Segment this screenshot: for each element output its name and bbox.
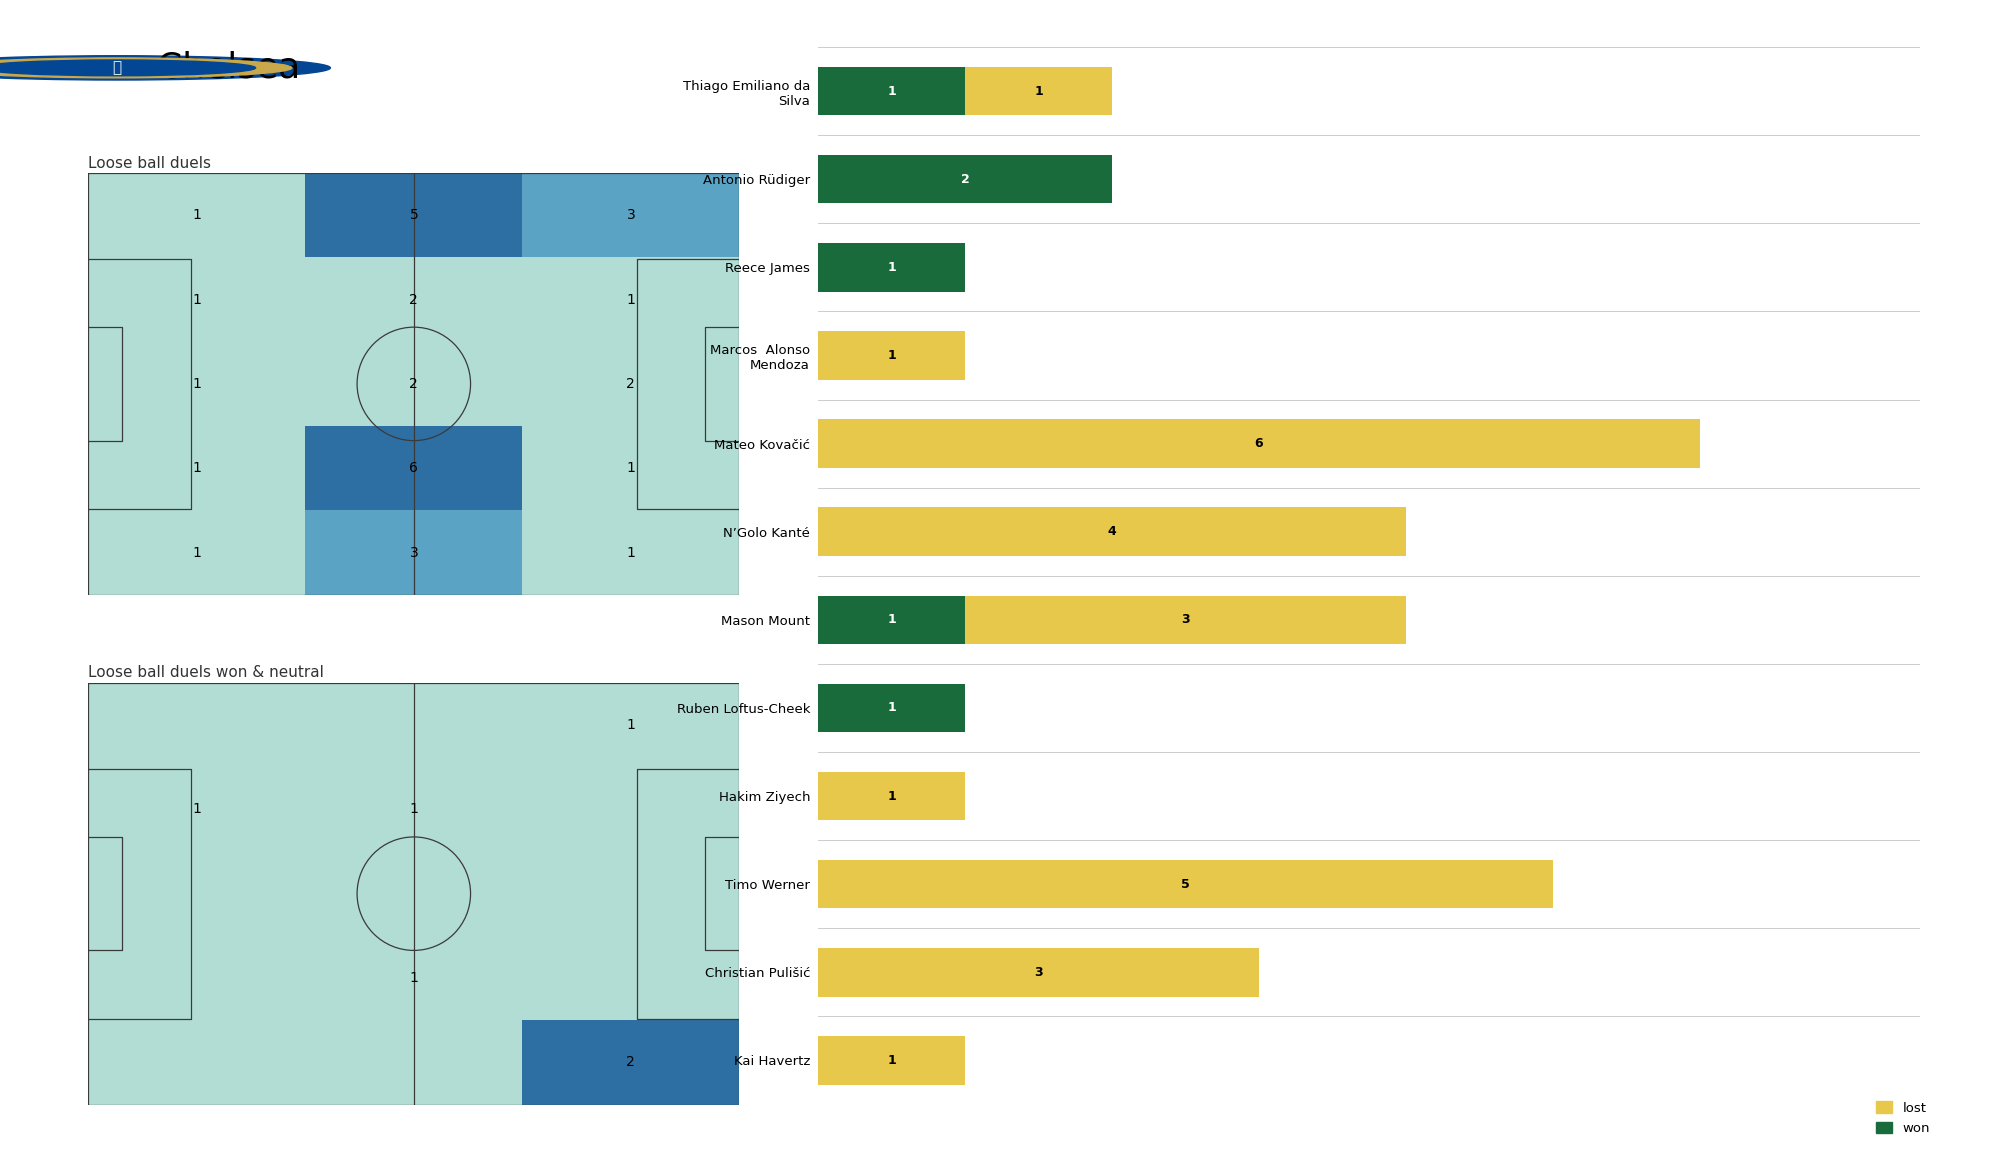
Text: 2: 2 — [626, 1055, 636, 1069]
Bar — [306, 427, 522, 510]
Bar — [306, 257, 522, 342]
Bar — [818, 155, 1112, 203]
Text: 1: 1 — [192, 462, 202, 475]
Bar — [306, 510, 522, 595]
Bar — [818, 508, 1406, 556]
Bar — [522, 427, 740, 510]
Text: 1: 1 — [626, 718, 636, 732]
Bar — [522, 767, 740, 852]
Circle shape — [0, 55, 330, 80]
Bar — [306, 935, 522, 1020]
Text: 1: 1 — [626, 462, 636, 475]
Text: 6: 6 — [410, 462, 418, 475]
Text: 1: 1 — [410, 803, 418, 817]
Text: 3: 3 — [626, 208, 636, 222]
Bar — [306, 342, 522, 427]
Bar — [818, 772, 966, 820]
Bar — [88, 257, 306, 342]
Text: 3: 3 — [1182, 613, 1190, 626]
Circle shape — [0, 58, 292, 78]
Bar — [88, 767, 306, 852]
Bar — [522, 257, 740, 342]
Text: 1: 1 — [888, 85, 896, 98]
Text: 1: 1 — [626, 545, 636, 559]
Bar — [522, 852, 740, 935]
Bar — [818, 684, 966, 732]
Text: 3: 3 — [410, 545, 418, 559]
Bar — [966, 596, 1406, 644]
Bar — [818, 948, 1260, 996]
Bar — [522, 510, 740, 595]
Text: 1: 1 — [888, 701, 896, 714]
Bar — [88, 683, 306, 767]
Bar — [522, 1020, 740, 1104]
Bar — [818, 1036, 966, 1085]
Text: 3: 3 — [1034, 966, 1044, 979]
Text: 1: 1 — [888, 613, 896, 626]
Text: 1: 1 — [192, 208, 202, 222]
Text: 1: 1 — [626, 293, 636, 307]
Bar — [88, 173, 306, 257]
Bar — [306, 173, 522, 257]
Text: 6: 6 — [1254, 437, 1264, 450]
Bar — [306, 1020, 522, 1104]
Bar — [306, 683, 522, 767]
Text: Loose ball duels won & neutral: Loose ball duels won & neutral — [88, 665, 324, 680]
Bar — [306, 852, 522, 935]
Text: 4: 4 — [1108, 525, 1116, 538]
Text: 1: 1 — [192, 293, 202, 307]
Text: Chelsea: Chelsea — [156, 51, 300, 85]
Text: 1: 1 — [888, 790, 896, 803]
Text: 2: 2 — [410, 293, 418, 307]
Circle shape — [0, 60, 256, 75]
Text: 2: 2 — [960, 173, 970, 186]
Text: 2: 2 — [626, 377, 636, 391]
Bar — [818, 331, 966, 380]
Bar — [966, 67, 1112, 115]
Bar — [522, 935, 740, 1020]
Text: 1: 1 — [1034, 85, 1044, 98]
Bar — [522, 342, 740, 427]
Text: 1: 1 — [192, 545, 202, 559]
Text: 1: 1 — [888, 1054, 896, 1067]
Bar — [818, 596, 966, 644]
Bar — [818, 243, 966, 291]
Bar — [88, 852, 306, 935]
Text: 1: 1 — [410, 971, 418, 985]
Bar — [88, 427, 306, 510]
Bar — [306, 767, 522, 852]
Text: 1: 1 — [888, 261, 896, 274]
Bar — [88, 510, 306, 595]
Bar — [88, 1020, 306, 1104]
Bar — [88, 342, 306, 427]
Text: 5: 5 — [1182, 878, 1190, 891]
Bar — [818, 419, 1700, 468]
Text: 1: 1 — [888, 349, 896, 362]
Text: 5: 5 — [410, 208, 418, 222]
Text: ⚽: ⚽ — [112, 60, 122, 75]
Bar — [818, 67, 966, 115]
Text: Loose ball duels: Loose ball duels — [88, 155, 212, 170]
Text: 1: 1 — [192, 377, 202, 391]
Bar — [522, 173, 740, 257]
Bar — [818, 860, 1552, 908]
Text: 2: 2 — [410, 377, 418, 391]
Text: 1: 1 — [192, 803, 202, 817]
Legend: lost, won: lost, won — [1870, 1096, 1936, 1140]
Bar — [88, 935, 306, 1020]
Bar — [522, 683, 740, 767]
